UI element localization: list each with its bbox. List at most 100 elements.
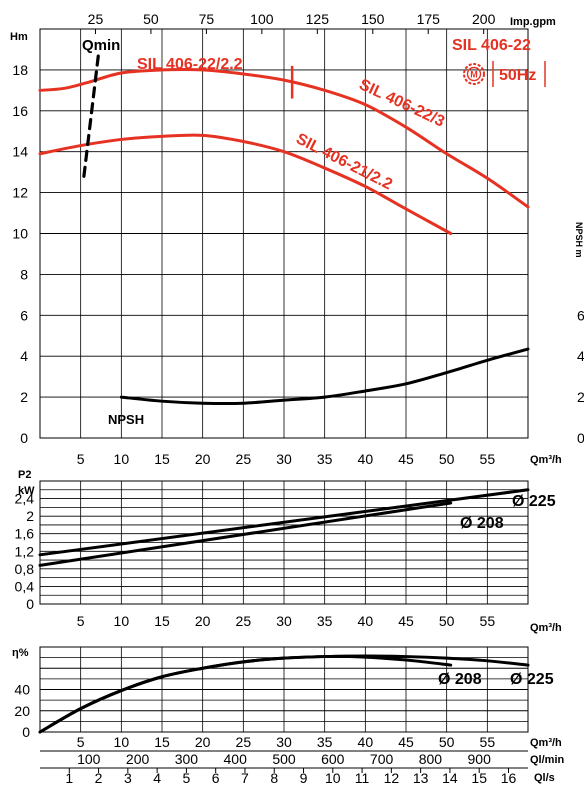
ls-tick-4: 4 <box>153 770 161 786</box>
gpm-tick-175: 175 <box>417 11 441 27</box>
power-ytick-2,4: 2,4 <box>15 491 35 507</box>
power-ytick-0: 0 <box>26 596 34 612</box>
head-ytick-12: 12 <box>12 185 28 201</box>
series-label-sil-406-22-2-2: SIL 406-22/2.2 <box>137 56 243 73</box>
npsh-label: NPSH <box>108 412 144 427</box>
gpm-tick-100: 100 <box>250 11 274 27</box>
head-right-tick-0: 0 <box>577 430 584 446</box>
head-xtick-50: 50 <box>439 451 455 467</box>
ls-tick-15: 15 <box>471 770 487 786</box>
eff-xtick-30: 30 <box>276 734 292 750</box>
qm3h-unit-label-power: Qm³/h <box>530 622 562 634</box>
head-ytick-6: 6 <box>20 307 28 323</box>
head-xtick-40: 40 <box>358 451 374 467</box>
ls-tick-8: 8 <box>270 770 278 786</box>
eff-xtick-15: 15 <box>154 734 170 750</box>
eff-xtick-50: 50 <box>439 734 455 750</box>
qmin-label: Qmin <box>82 37 120 54</box>
npsh-right-axis-label: NPSH m <box>574 222 584 258</box>
lmin-tick-100: 100 <box>77 751 101 767</box>
head-xtick-30: 30 <box>276 451 292 467</box>
ls-tick-6: 6 <box>212 770 220 786</box>
head-ytick-8: 8 <box>20 266 28 282</box>
ls-tick-13: 13 <box>413 770 429 786</box>
power-series-208 <box>38 501 453 567</box>
head-ytick-2: 2 <box>20 389 28 405</box>
head-xtick-45: 45 <box>398 451 414 467</box>
power-ytick-1,2: 1,2 <box>15 543 35 559</box>
imp-gpm-unit-label: Imp.gpm <box>510 16 556 28</box>
head-xtick-25: 25 <box>236 451 252 467</box>
legend-d208-power: Ø 208 <box>460 515 504 532</box>
model-badge: SIL 406-22 M 50Hz <box>452 37 546 87</box>
power-ytick-0,8: 0,8 <box>15 561 35 577</box>
qm3h-unit-label-head: Qm³/h <box>530 454 562 466</box>
lmin-tick-300: 300 <box>175 751 199 767</box>
lmin-tick-700: 700 <box>370 751 394 767</box>
power-xtick-30: 30 <box>276 613 292 629</box>
eta-unit-label: η% <box>12 647 29 659</box>
head-ytick-16: 16 <box>12 103 28 119</box>
power-ytick-0,4: 0,4 <box>15 578 35 594</box>
gpm-tick-150: 150 <box>361 11 385 27</box>
head-xtick-15: 15 <box>154 451 170 467</box>
eff-xtick-40: 40 <box>358 734 374 750</box>
ls-tick-11: 11 <box>355 770 370 786</box>
gpm-tick-25: 25 <box>88 11 104 27</box>
ql-s-unit-label: Ql/s <box>534 772 555 784</box>
head-xtick-55: 55 <box>480 451 496 467</box>
lmin-tick-200: 200 <box>126 751 150 767</box>
power-series-225 <box>38 488 530 557</box>
gpm-tick-75: 75 <box>199 11 215 27</box>
head-right-tick-2: 2 <box>577 389 584 405</box>
gpm-tick-125: 125 <box>306 11 330 27</box>
gpm-tick-200: 200 <box>472 11 496 27</box>
ls-tick-5: 5 <box>183 770 191 786</box>
ls-tick-14: 14 <box>442 770 458 786</box>
series-label-sil-406-22-3: SIL 406-22/3 <box>356 76 447 130</box>
power-ytick-1,6: 1,6 <box>15 526 35 542</box>
head-ytick-18: 18 <box>12 62 28 78</box>
power-xtick-10: 10 <box>114 613 130 629</box>
head-ytick-4: 4 <box>20 348 28 364</box>
head-ytick-14: 14 <box>12 144 28 160</box>
svg-text:M: M <box>470 70 478 80</box>
power-xtick-35: 35 <box>317 613 333 629</box>
power-xtick-50: 50 <box>439 613 455 629</box>
power-xtick-5: 5 <box>77 613 85 629</box>
eff-ytick-0: 0 <box>22 724 30 740</box>
lmin-tick-900: 900 <box>468 751 492 767</box>
eff-xtick-20: 20 <box>195 734 211 750</box>
power-xtick-15: 15 <box>154 613 170 629</box>
head-series-sil-406-22-3 <box>38 67 530 209</box>
eff-xtick-35: 35 <box>317 734 333 750</box>
power-xtick-55: 55 <box>480 613 496 629</box>
head-series-npsh <box>119 347 530 406</box>
hm-unit-label: Hm <box>10 31 28 43</box>
head-xtick-20: 20 <box>195 451 211 467</box>
legend-d208-eff: Ø 208 <box>438 671 482 688</box>
eff-ytick-20: 20 <box>14 703 30 719</box>
badge-freq-label: 50Hz <box>499 67 536 84</box>
head-series-sil-406-21-2-2 <box>38 133 453 235</box>
power-xtick-25: 25 <box>236 613 252 629</box>
lmin-tick-400: 400 <box>224 751 248 767</box>
efficiency-series-208 <box>38 654 453 734</box>
head-xtick-5: 5 <box>77 451 85 467</box>
gpm-tick-50: 50 <box>143 11 159 27</box>
head-series-qmin <box>82 51 101 178</box>
lmin-tick-500: 500 <box>272 751 296 767</box>
ls-tick-3: 3 <box>124 770 132 786</box>
power-xtick-40: 40 <box>358 613 374 629</box>
eff-xtick-5: 5 <box>77 734 85 750</box>
ls-tick-7: 7 <box>241 770 249 786</box>
badge-model-label: SIL 406-22 <box>452 37 531 54</box>
curves <box>38 51 530 734</box>
head-xtick-10: 10 <box>114 451 130 467</box>
lmin-tick-600: 600 <box>321 751 345 767</box>
head-ytick-10: 10 <box>12 226 28 242</box>
ls-tick-10: 10 <box>325 770 341 786</box>
ls-tick-12: 12 <box>384 770 400 786</box>
ls-tick-9: 9 <box>300 770 308 786</box>
